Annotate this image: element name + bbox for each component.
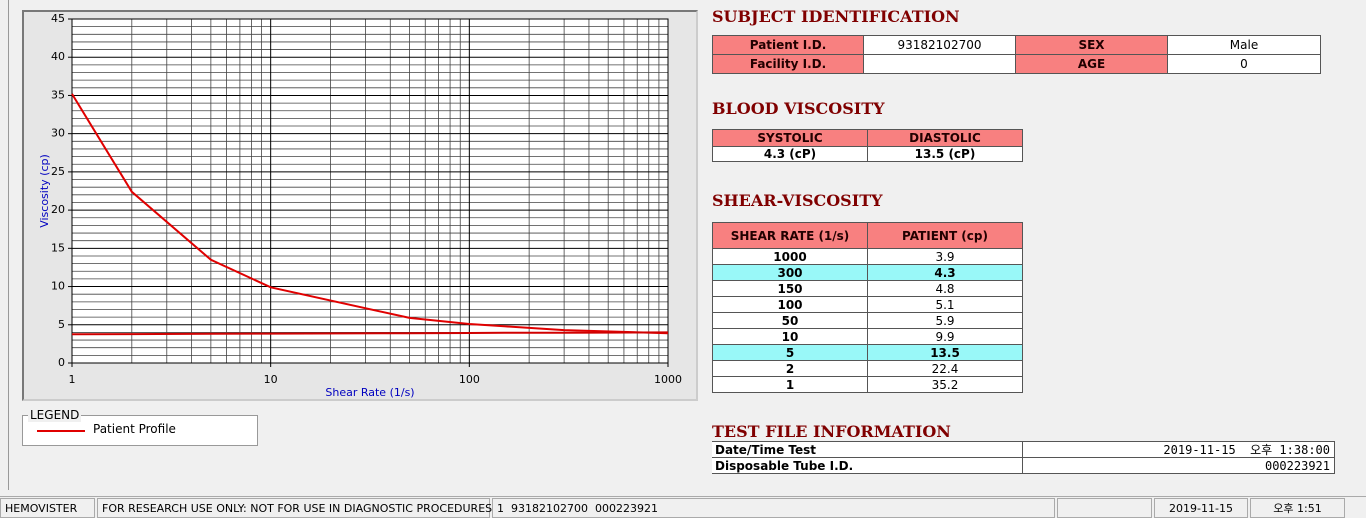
table-cell: 5.1 <box>867 296 1023 313</box>
table-cell: 000223921 <box>1022 457 1335 474</box>
table-cell: 5 <box>712 344 868 361</box>
x-tick-label: 10 <box>264 373 278 386</box>
table-cell: Male <box>1167 35 1321 55</box>
table-cell: PATIENT (cp) <box>867 222 1023 249</box>
chart: 0 5 10 15 20 25 30 35 40 45 1 10 100 1000 Shear Rate (… <box>38 12 682 399</box>
table-cell: 9.9 <box>867 328 1023 345</box>
line-series <box>71 331 669 336</box>
x-axis-label: Shear Rate (1/s) <box>325 386 414 399</box>
section-title: TEST FILE INFORMATION <box>712 422 951 441</box>
y-tick-label: 15 <box>51 241 65 254</box>
y-tick-label: 30 <box>51 127 65 140</box>
line-series <box>71 93 669 335</box>
section-title: SHEAR-VISCOSITY <box>712 191 883 210</box>
y-tick-label: 0 <box>58 356 65 369</box>
table-cell: 2019-11-15 오후 1:38:00 <box>1022 441 1335 458</box>
table-cell: Disposable Tube I.D. <box>712 457 1023 474</box>
table-cell: 4.8 <box>867 280 1023 297</box>
table-cell: 13.5 (cP) <box>867 146 1023 162</box>
table-cell: SYSTOLIC <box>712 129 868 147</box>
table-cell: 4.3 <box>867 264 1023 281</box>
table-cell: 2 <box>712 360 868 377</box>
status-cell: 1 93182102700 000223921 <box>492 498 1055 518</box>
table-cell: 10 <box>712 328 868 345</box>
table-cell: 300 <box>712 264 868 281</box>
table-cell <box>863 54 1016 74</box>
y-axis-label: Viscosity (cp) <box>38 154 51 228</box>
table-cell: 13.5 <box>867 344 1023 361</box>
table-cell: SHEAR RATE (1/s) <box>712 222 868 249</box>
y-tick-label: 5 <box>58 318 65 331</box>
section-title: SUBJECT IDENTIFICATION <box>712 7 960 26</box>
legend-title: LEGEND <box>28 408 82 422</box>
x-tick-label: 1 <box>69 373 76 386</box>
table-cell: Date/Time Test <box>712 441 1023 458</box>
table-cell: Patient I.D. <box>712 35 864 55</box>
table-cell: 100 <box>712 296 868 313</box>
table-cell: 0 <box>1167 54 1321 74</box>
status-cell: 2019-11-15 <box>1154 498 1248 518</box>
table-cell: 50 <box>712 312 868 329</box>
y-tick-label: 35 <box>51 88 65 101</box>
table-cell: 1 <box>712 376 868 393</box>
table-cell: SEX <box>1015 35 1168 55</box>
x-tick-label: 100 <box>459 373 480 386</box>
y-tick-label: 20 <box>51 203 65 216</box>
table-cell: 3.9 <box>867 248 1023 265</box>
table-cell: Facility I.D. <box>712 54 864 74</box>
status-cell: HEMOVISTER <box>0 498 95 518</box>
status-cell <box>1057 498 1152 518</box>
table-cell: 4.3 (cP) <box>712 146 868 162</box>
table-cell: 93182102700 <box>863 35 1016 55</box>
section-title: BLOOD VISCOSITY <box>712 99 885 118</box>
x-tick-label: 1000 <box>654 373 682 386</box>
table-cell: 150 <box>712 280 868 297</box>
table-cell: 1000 <box>712 248 868 265</box>
status-cell: 오후 1:51 <box>1250 498 1345 518</box>
window-edge <box>8 0 9 490</box>
y-tick-label: 10 <box>51 280 65 293</box>
legend-label: Patient Profile <box>93 422 176 436</box>
legend-swatch <box>37 430 85 432</box>
status-cell: FOR RESEARCH USE ONLY: NOT FOR USE IN DI… <box>97 498 492 518</box>
table-cell: AGE <box>1015 54 1168 74</box>
table-cell: 22.4 <box>867 360 1023 377</box>
y-tick-label: 45 <box>51 12 65 25</box>
table-cell: 5.9 <box>867 312 1023 329</box>
y-tick-label: 25 <box>51 165 65 178</box>
table-cell: DIASTOLIC <box>867 129 1023 147</box>
y-tick-label: 40 <box>51 50 65 63</box>
table-cell: 35.2 <box>867 376 1023 393</box>
plot-area <box>71 18 669 364</box>
